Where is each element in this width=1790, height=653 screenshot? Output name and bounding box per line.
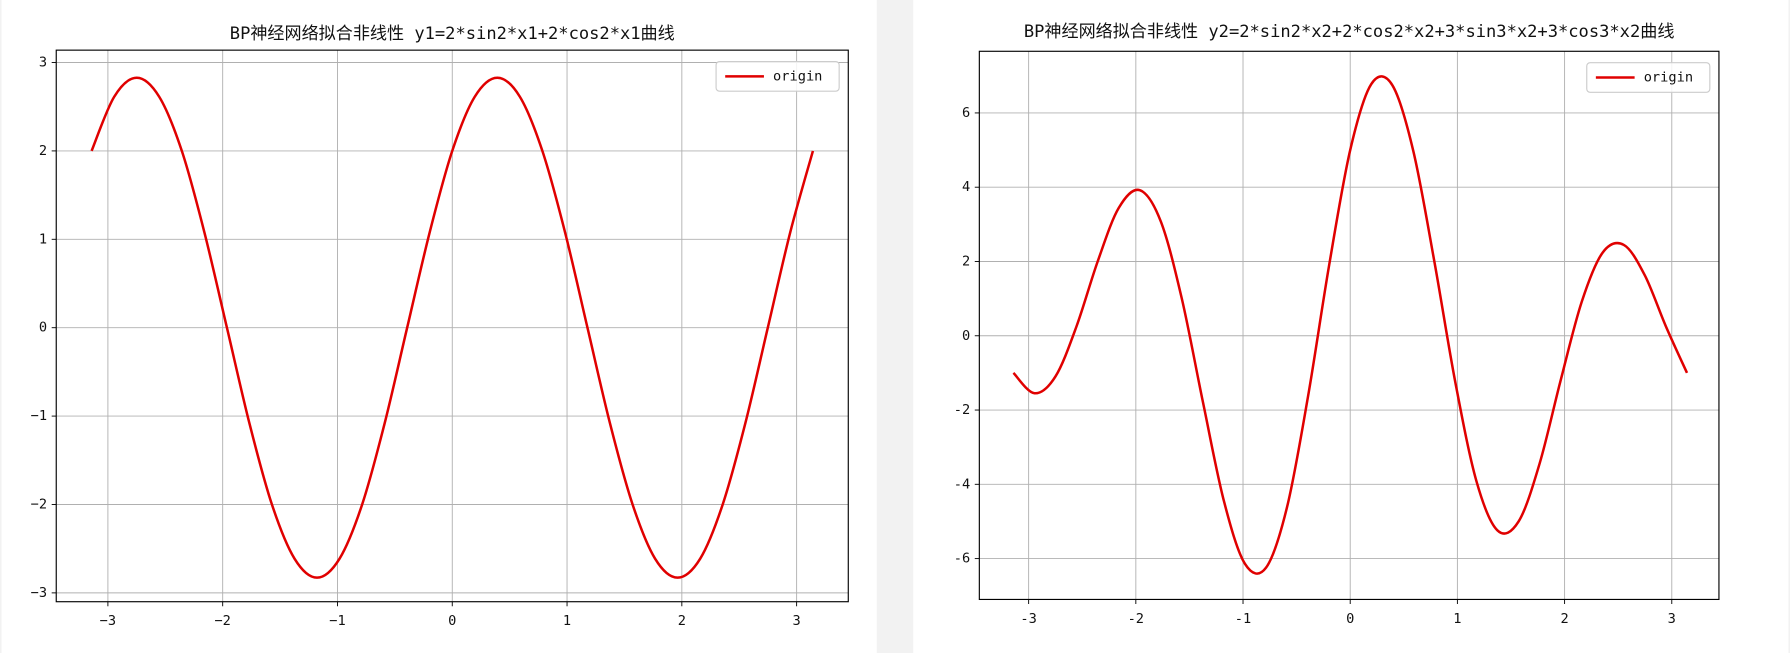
y-tick-label: 2 xyxy=(962,253,970,269)
legend-box xyxy=(715,60,840,92)
y-tick-label: −2 xyxy=(31,496,47,512)
x-tick-label: 2 xyxy=(678,613,686,629)
panel xyxy=(913,0,1789,653)
x-tick-label: 1 xyxy=(563,613,571,629)
y-tick-label: 0 xyxy=(962,328,970,344)
legend: origin xyxy=(1586,62,1711,93)
y-tick-label: 2 xyxy=(39,143,47,159)
y-tick-label: -6 xyxy=(954,551,970,567)
y-tick-label: 6 xyxy=(962,105,970,121)
legend-label: origin xyxy=(773,68,822,84)
x-tick-label: −3 xyxy=(100,613,116,629)
data-line xyxy=(1012,75,1689,575)
legend-label: origin xyxy=(1644,69,1693,85)
chart-title: BP神经网络拟合非线性 y1=2*sin2*x1+2*cos2*x1曲线 xyxy=(230,24,675,44)
legend-box xyxy=(1586,62,1711,93)
legend: origin xyxy=(715,60,840,92)
x-tick-label: -2 xyxy=(1128,611,1144,627)
x-tick-label: 1 xyxy=(1453,611,1461,627)
x-tick-label: 2 xyxy=(1560,611,1568,627)
data-line xyxy=(90,76,815,579)
y-tick-label: −3 xyxy=(31,585,47,601)
y-tick-label: −1 xyxy=(31,408,47,424)
plot-frame xyxy=(55,49,849,603)
plot-frame xyxy=(978,50,1720,601)
chart-title: BP神经网络拟合非线性 y2=2*sin2*x2+2*cos2*x2+3*sin… xyxy=(1024,22,1675,42)
x-tick-label: 3 xyxy=(793,613,801,629)
y-tick-label: -4 xyxy=(954,476,970,492)
x-tick-label: -3 xyxy=(1020,611,1036,627)
y-tick-label: 0 xyxy=(39,320,47,336)
x-tick-label: −1 xyxy=(329,613,345,629)
x-tick-label: 3 xyxy=(1668,611,1676,627)
x-tick-label: -1 xyxy=(1235,611,1251,627)
panel xyxy=(1,0,877,653)
y-tick-label: 4 xyxy=(962,179,970,195)
y-tick-label: -2 xyxy=(954,402,970,418)
y-tick-label: 3 xyxy=(39,55,47,71)
y-tick-label: 1 xyxy=(39,231,47,247)
x-tick-label: 0 xyxy=(1346,611,1354,627)
x-tick-label: 0 xyxy=(448,613,456,629)
x-tick-label: −2 xyxy=(214,613,230,629)
